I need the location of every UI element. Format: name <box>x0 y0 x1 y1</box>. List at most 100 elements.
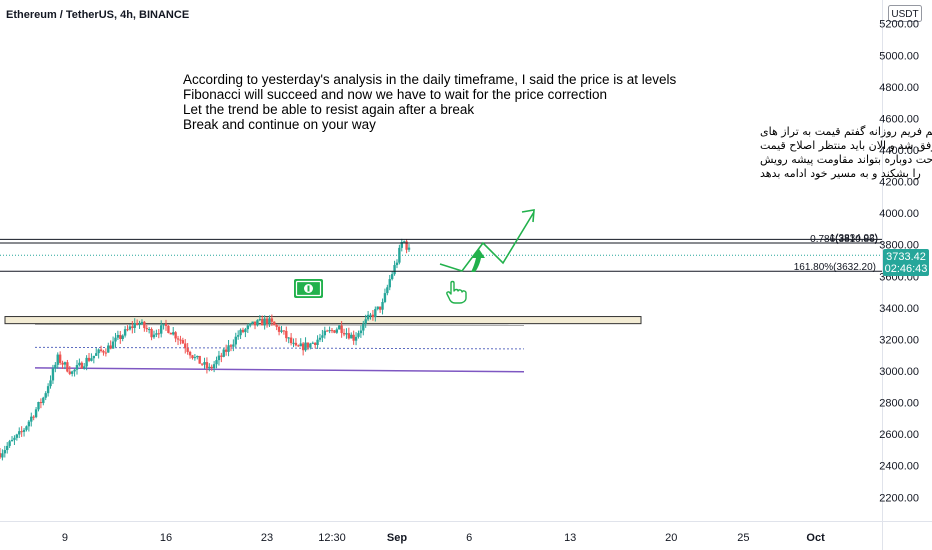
price-axis[interactable]: 5200.00 5000.00 4800.00 4600.00 4400.00 4200.… <box>879 19 919 505</box>
candle-body <box>133 323 136 328</box>
x-tick-label: 13 <box>564 532 576 544</box>
candle-body <box>210 366 213 369</box>
candle-body <box>402 241 406 243</box>
candle-body <box>196 355 199 358</box>
candle-body <box>335 329 339 333</box>
price-tag-box <box>883 249 929 276</box>
x-tick-label: 16 <box>160 532 172 544</box>
time-axis[interactable]: 9 16 23 12:30 Sep 6 13 20 25 Oct <box>62 532 825 544</box>
candle-body <box>0 453 2 458</box>
candle-body <box>46 386 50 394</box>
banknote-icon <box>294 279 323 298</box>
candle-body <box>376 306 379 310</box>
candle-body <box>285 330 288 339</box>
candle-body <box>44 393 47 398</box>
candle-body <box>350 334 353 339</box>
y-tick-label: 2200.00 <box>879 492 919 504</box>
candle-body <box>159 325 163 334</box>
candle-body <box>162 323 165 326</box>
candle-body <box>174 332 177 339</box>
candle-body <box>249 323 252 326</box>
candle-body <box>224 349 228 352</box>
candle-body <box>58 354 62 363</box>
candle-body <box>99 349 103 351</box>
y-tick-label: 4000.00 <box>879 208 919 220</box>
candle-body <box>340 325 343 333</box>
candle-body <box>282 330 286 332</box>
english-line-4: Break and continue on your way <box>183 117 376 132</box>
candle-body <box>68 371 71 374</box>
candle-body <box>66 362 69 372</box>
x-tick-label: 25 <box>737 532 749 544</box>
candle-body <box>215 360 218 365</box>
candle-body <box>220 355 223 357</box>
x-tick-label: Oct <box>806 532 825 544</box>
candle-body <box>203 362 206 365</box>
candle-body <box>123 329 127 336</box>
candle-body <box>321 335 324 338</box>
persian-line-4: را بشکند و به مسیر خود ادامه بدهد <box>760 167 921 180</box>
currency-selector[interactable]: USDT <box>888 5 922 22</box>
y-tick-label: 3200.00 <box>879 334 919 346</box>
candle-body <box>292 342 295 344</box>
candle-body <box>407 247 411 250</box>
y-tick-label: 5200.00 <box>879 19 919 31</box>
candle-body <box>131 326 134 328</box>
candle-body <box>352 334 355 341</box>
persian-line-2: فیبوناچی خواهد رسید که موفق شد و الان با… <box>760 139 932 153</box>
candle-body <box>309 343 312 348</box>
candle-body <box>104 352 108 354</box>
y-tick-label: 4600.00 <box>879 113 919 125</box>
y-tick-label: 3400.00 <box>879 303 919 315</box>
candle-body <box>304 342 307 351</box>
persian-line-1: طبق تحلیل دیروز در تایم فریم روزانه گفتم… <box>760 125 932 139</box>
candle-body <box>85 357 88 367</box>
y-tick-label: 4400.00 <box>879 145 919 157</box>
candle-body <box>229 345 233 347</box>
trend-arrow-icon[interactable] <box>439 209 535 272</box>
currency-box <box>888 5 922 22</box>
candle-body <box>56 354 59 365</box>
candle-body <box>25 426 28 430</box>
candle-body <box>97 349 100 354</box>
candle-body <box>49 380 52 387</box>
candle-body <box>145 328 148 330</box>
candle-body <box>405 241 408 250</box>
x-tick-label: Sep <box>387 532 407 544</box>
candle-body <box>193 357 197 359</box>
candle-body <box>37 402 40 410</box>
persian-line-3: باشیم که روند بعد از یک استراحت دوباره ب… <box>760 153 932 166</box>
x-tick-label: 6 <box>466 532 472 544</box>
candle-body <box>176 338 180 340</box>
candle-body <box>236 335 240 337</box>
candle-body <box>140 321 144 324</box>
candle-body <box>330 330 334 332</box>
candle-body <box>263 318 266 326</box>
x-tick-label: 12:30 <box>318 532 346 544</box>
candle-body <box>253 321 257 326</box>
y-tick-label: 5000.00 <box>879 50 919 62</box>
candle-body <box>200 363 204 365</box>
candle-body <box>116 334 120 338</box>
candle-body <box>51 368 55 381</box>
candle-body <box>333 330 336 333</box>
current-price-marker[interactable]: 3733.42 02:46:43 <box>883 249 929 276</box>
candle-body <box>167 325 170 333</box>
candle-body <box>75 365 79 370</box>
candle-body <box>388 279 391 288</box>
candle-body <box>239 329 242 336</box>
persian-annotation[interactable]: طبق تحلیل دیروز در تایم فریم روزانه گفتم… <box>760 125 932 180</box>
small-up-arrow-icon <box>471 249 485 272</box>
candle-body <box>232 344 235 347</box>
pointing-hand-icon <box>446 280 467 304</box>
candle-body <box>287 337 290 339</box>
candle-body <box>114 337 117 342</box>
candle-body <box>386 287 389 294</box>
candle-body <box>383 293 387 302</box>
resistance-zone <box>4 316 642 325</box>
candle-body <box>198 355 201 364</box>
english-annotation[interactable]: According to yesterday's analysis in the… <box>183 72 677 132</box>
y-tick-label: 2400.00 <box>879 461 919 473</box>
